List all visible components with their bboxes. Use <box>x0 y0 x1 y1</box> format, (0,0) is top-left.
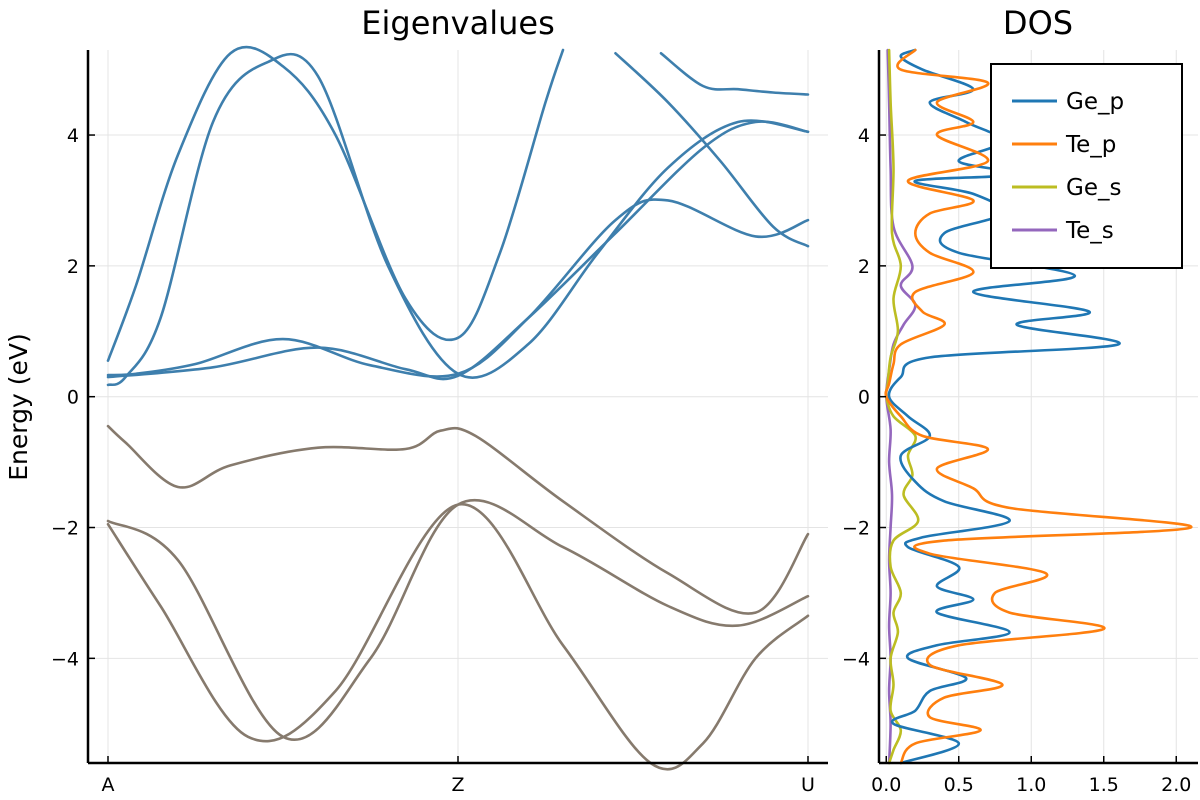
dos-x-tick-label: 2.0 <box>1161 774 1191 796</box>
dos-y-tick-label: 2 <box>858 256 870 278</box>
bands-x-tick-label: U <box>801 774 815 796</box>
dos-title: DOS <box>1003 4 1073 42</box>
bands-y-ticks: 4 2 0 −2 −4 <box>51 125 95 670</box>
dos-y-tick-label: 0 <box>858 387 870 409</box>
bands-grid <box>88 50 828 763</box>
bands-y-tick-label: −2 <box>51 518 79 540</box>
bands-curves <box>106 45 810 771</box>
dos-y-tick-label: −4 <box>842 648 870 670</box>
legend-label-te-s: Te_s <box>1065 218 1114 244</box>
dos-x-tick-label: 1.5 <box>1089 774 1119 796</box>
dos-x-tick-label: 1.0 <box>1016 774 1046 796</box>
dos-line-te-p <box>884 48 1193 765</box>
conduction-band-line <box>106 53 810 387</box>
eigenvalues-title: Eigenvalues <box>361 4 554 42</box>
bands-y-tick-label: 2 <box>67 256 79 278</box>
dos-line-ge-s <box>884 48 920 765</box>
dos-x-tick-label: 0.5 <box>944 774 974 796</box>
legend-label-ge-s: Ge_s <box>1066 175 1121 201</box>
valence-band-line <box>106 424 810 615</box>
dos-y-tick-label: −2 <box>842 518 870 540</box>
legend-label-ge-p: Ge_p <box>1066 89 1124 115</box>
dos-panel: DOS 4 2 0 −2 −4 0.0 0.5 1.0 1.5 2.0 Ge_p Te_p Ge_s… <box>842 4 1198 796</box>
conduction-band-line <box>614 52 810 248</box>
bands-y-tick-label: 4 <box>67 125 79 147</box>
bands-x-tick-label: Z <box>451 774 464 796</box>
conduction-band-line <box>106 198 810 378</box>
conduction-band-line <box>106 45 565 362</box>
dos-line-te-s <box>884 48 917 765</box>
dos-y-ticks: 4 2 0 −2 −4 <box>842 125 886 670</box>
dos-x-ticks: 0.0 0.5 1.0 1.5 2.0 <box>871 756 1191 796</box>
energy-axis-label: Energy (eV) <box>4 333 33 480</box>
bands-x-tick-label: A <box>102 774 115 796</box>
valence-band-line <box>106 503 810 771</box>
eigenvalues-panel: Eigenvalues Energy (eV) 4 2 0 −2 −4 A Z U <box>4 4 828 796</box>
dos-x-tick-label: 0.0 <box>871 774 901 796</box>
dos-legend: Ge_p Te_p Ge_s Te_s <box>990 63 1183 269</box>
bands-y-tick-label: −4 <box>51 648 79 670</box>
conduction-band-line <box>106 120 810 381</box>
legend-label-te-p: Te_p <box>1065 132 1116 158</box>
valence-band-line <box>106 498 810 741</box>
bands-y-tick-label: 0 <box>67 387 79 409</box>
conduction-band-line <box>659 52 810 96</box>
dos-y-tick-label: 4 <box>858 125 870 147</box>
legend-box <box>990 63 1183 269</box>
